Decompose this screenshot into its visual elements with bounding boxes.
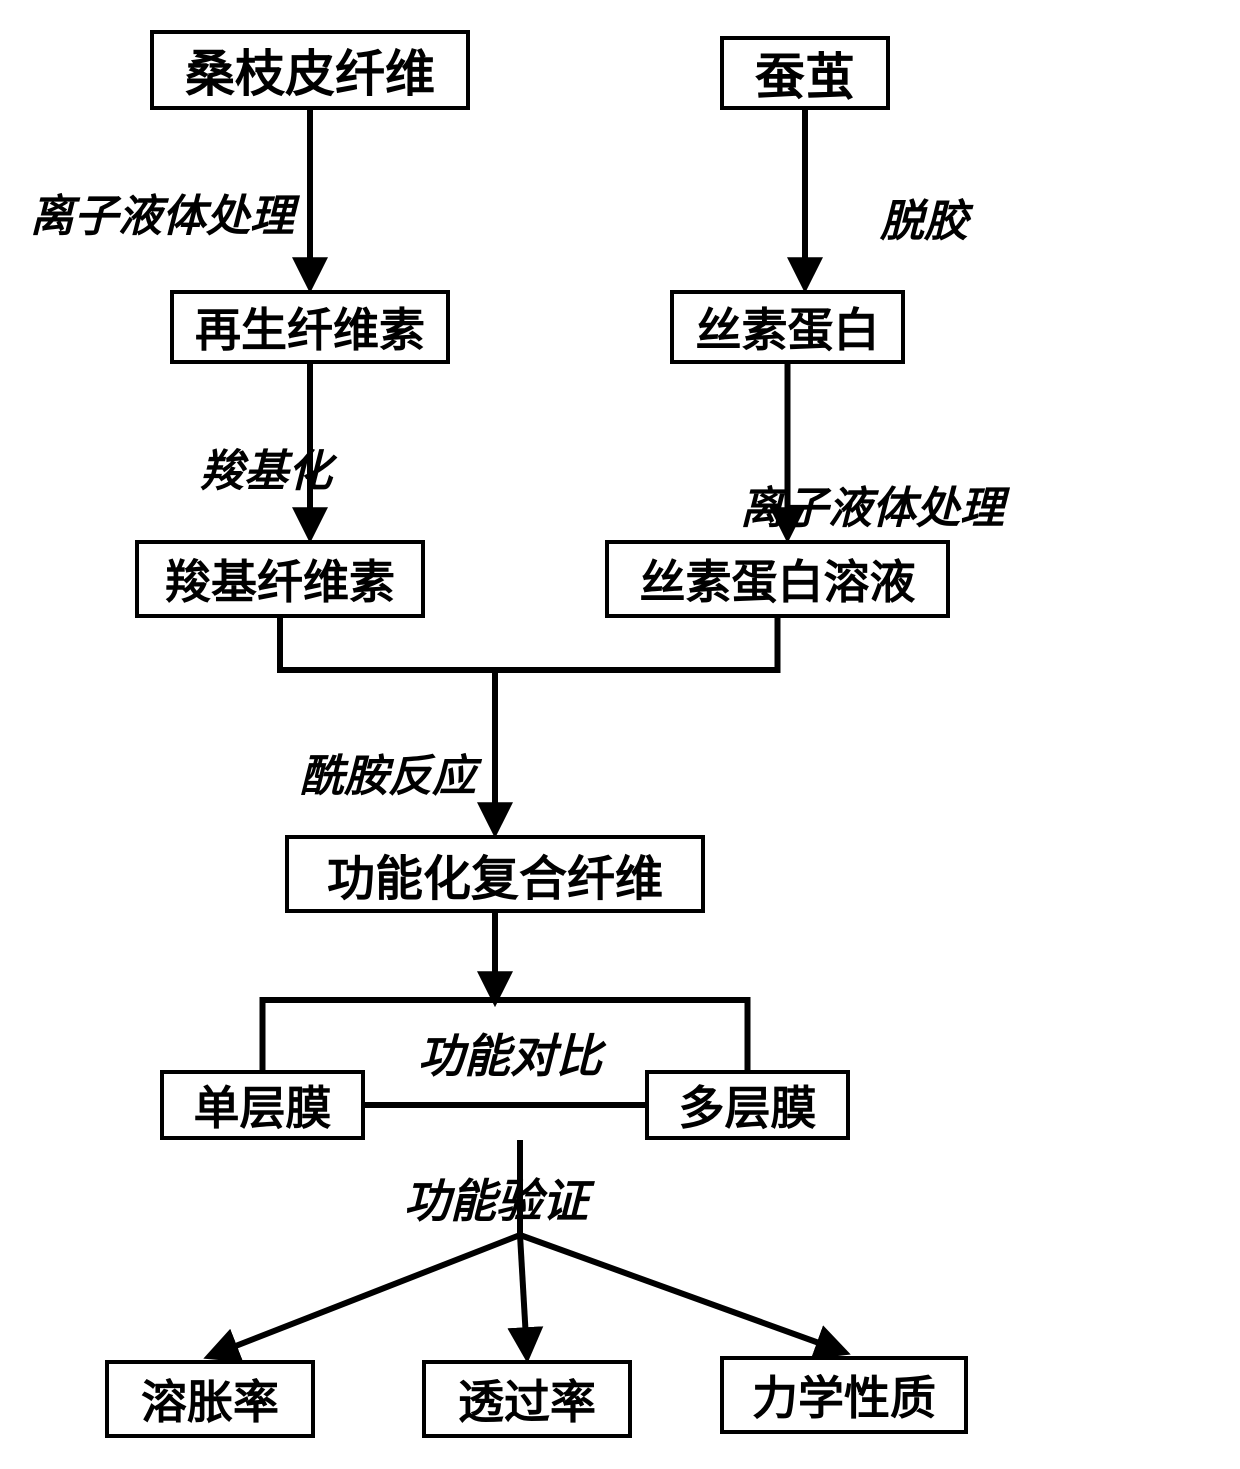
edge-label-text: 脱胶 — [880, 197, 968, 246]
edge-label-e3: 羧基化 — [200, 435, 332, 499]
edge-label-text: 离子液体处理 — [30, 192, 294, 241]
edge-label-text: 功能对比 — [418, 1031, 602, 1082]
node-n4: 丝素蛋白 — [670, 290, 905, 364]
edge-label-e7: 功能验证 — [404, 1165, 588, 1231]
edge-label-text: 离子液体处理 — [740, 484, 1004, 533]
node-n7: 功能化复合纤维 — [285, 835, 705, 913]
edge-label-text: 功能验证 — [404, 1176, 588, 1227]
edge-label-e2: 脱胶 — [880, 185, 968, 249]
node-n5: 羧基纤维素 — [135, 540, 425, 618]
node-label: 力学性质 — [752, 1362, 936, 1428]
node-n6: 丝素蛋白溶液 — [605, 540, 950, 618]
node-label: 再生纤维素 — [195, 294, 425, 360]
node-n3: 再生纤维素 — [170, 290, 450, 364]
edge-label-text: 羧基化 — [200, 447, 332, 496]
node-n1: 桑枝皮纤维 — [150, 30, 470, 110]
node-n2: 蚕茧 — [720, 36, 890, 110]
edge-label-e6: 功能对比 — [418, 1020, 602, 1086]
edge-label-e1: 离子液体处理 — [30, 180, 294, 244]
node-label: 单层膜 — [194, 1072, 332, 1138]
node-label: 溶胀率 — [141, 1366, 279, 1432]
node-n12: 力学性质 — [720, 1356, 968, 1434]
node-label: 丝素蛋白溶液 — [640, 546, 916, 612]
node-label: 丝素蛋白 — [696, 294, 880, 360]
node-n11: 透过率 — [422, 1360, 632, 1438]
node-label: 功能化复合纤维 — [327, 839, 663, 909]
node-label: 透过率 — [458, 1366, 596, 1432]
node-n10: 溶胀率 — [105, 1360, 315, 1438]
edge-label-e5: 酰胺反应 — [300, 740, 476, 804]
edge-label-text: 酰胺反应 — [300, 752, 476, 801]
node-n8: 单层膜 — [160, 1070, 365, 1140]
node-label: 桑枝皮纤维 — [185, 34, 435, 106]
node-label: 蚕茧 — [755, 37, 855, 109]
node-label: 羧基纤维素 — [165, 546, 395, 612]
node-label: 多层膜 — [679, 1072, 817, 1138]
edge-label-e4: 离子液体处理 — [740, 472, 1004, 536]
node-n9: 多层膜 — [645, 1070, 850, 1140]
